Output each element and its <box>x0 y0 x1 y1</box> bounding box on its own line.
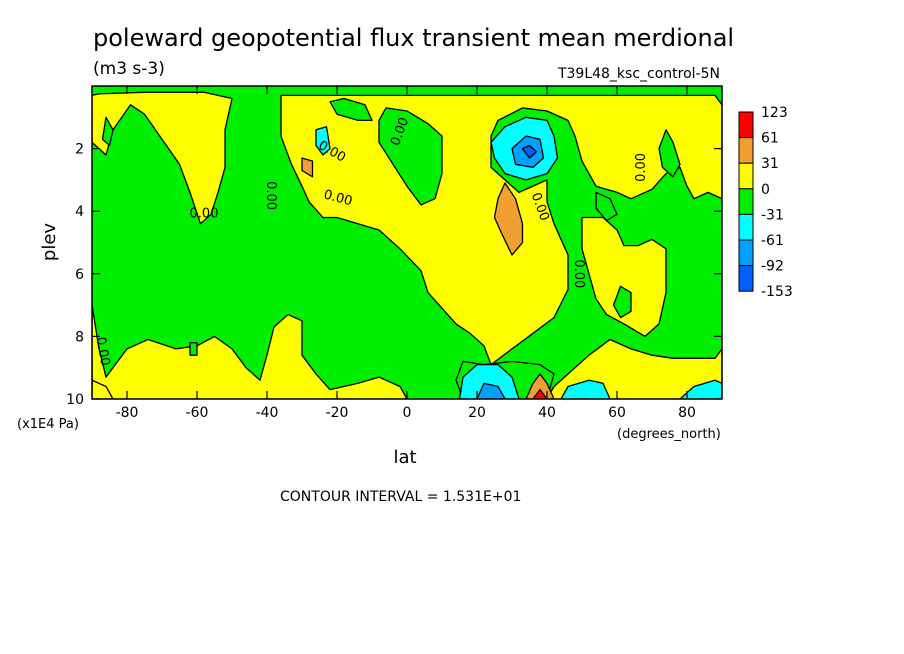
y-axis-label: plev <box>39 223 60 262</box>
x-tick-label: -60 <box>186 405 209 421</box>
x-tick-label: -20 <box>326 405 349 421</box>
contour-region <box>301 157 314 178</box>
contour-region <box>521 144 538 159</box>
contour-region <box>101 116 114 147</box>
y-tick-label: 4 <box>75 204 84 220</box>
contour-interval: CONTOUR INTERVAL = 1.531E+01 <box>280 489 521 505</box>
contour-label: 0.00 <box>93 336 113 367</box>
contour-region <box>532 388 548 399</box>
colorbar-swatch <box>738 137 754 164</box>
colorbar-swatch <box>738 213 754 241</box>
y-tick-label: 2 <box>75 142 84 158</box>
y-axis-ticks: 2 4 6 8 10 <box>66 142 722 408</box>
colorbar-label: -92 <box>761 259 784 275</box>
x-axis-unit: (degrees_north) <box>617 427 721 442</box>
contour-label: 0.00 <box>634 153 649 182</box>
contour-region <box>189 342 198 356</box>
contour-region <box>315 126 331 156</box>
y-tick-label: 10 <box>66 392 84 408</box>
contour-labels: 0.000.000.000.000.000.000.000.000.00 <box>93 116 649 367</box>
contour-label: 0.00 <box>571 259 586 288</box>
contour-region <box>612 285 632 319</box>
colorbar-label: -153 <box>761 284 793 300</box>
contour-region <box>560 379 611 399</box>
colorbar-swatch <box>738 162 754 190</box>
chart-title: poleward geopotential flux transient mea… <box>93 24 734 52</box>
contour-region <box>92 379 114 399</box>
experiment-label: T39L48_ksc_control-5N <box>557 66 720 82</box>
x-tick-label: 60 <box>608 405 626 421</box>
x-axis-label: lat <box>393 447 416 468</box>
x-axis-ticks: -80 -60 -40 -20 0 20 40 60 80 <box>116 86 696 421</box>
chart-units: (m3 s-3) <box>93 59 165 79</box>
colorbar-label: -61 <box>761 233 784 249</box>
colorbar-label: 61 <box>761 131 779 147</box>
contour-region <box>378 107 443 206</box>
contour-label: 0.00 <box>322 187 354 209</box>
colorbar-swatch <box>738 188 754 215</box>
contour-region <box>92 363 93 388</box>
colorbar-label: 0 <box>761 182 770 198</box>
y-tick-label: 8 <box>75 329 84 345</box>
filled-contours <box>92 91 722 399</box>
contour-plot: 0.000.000.000.000.000.000.000.000.00 <box>92 86 722 399</box>
x-tick-label: 80 <box>678 405 696 421</box>
contour-region <box>329 97 373 122</box>
colorbar-label: -31 <box>761 207 784 223</box>
colorbar-swatch <box>738 239 754 267</box>
colorbar-swatch <box>738 265 754 292</box>
contour-label: 0.00 <box>190 206 219 221</box>
colorbar: 123 61 31 0 -31 -61 -92 -153 <box>738 105 793 300</box>
contour-region <box>679 379 722 399</box>
contour-region <box>476 382 506 399</box>
contour-label: 0.00 <box>263 181 278 210</box>
x-tick-label: 0 <box>403 405 412 421</box>
colorbar-label: 123 <box>761 105 788 121</box>
contour-region <box>92 304 408 399</box>
x-tick-label: 20 <box>468 405 486 421</box>
colorbar-swatch <box>738 111 754 139</box>
contour-region <box>581 216 667 338</box>
contour-region <box>458 363 520 399</box>
y-tick-label: 6 <box>75 267 84 283</box>
contour-region <box>658 129 681 178</box>
colorbar-label: 31 <box>761 156 779 172</box>
contour-region <box>493 182 524 256</box>
x-tick-label: 40 <box>538 405 556 421</box>
contour-region <box>595 191 618 222</box>
x-tick-label: -80 <box>116 405 139 421</box>
y-axis-unit: (x1E4 Pa) <box>17 417 79 432</box>
x-tick-label: -40 <box>256 405 279 421</box>
